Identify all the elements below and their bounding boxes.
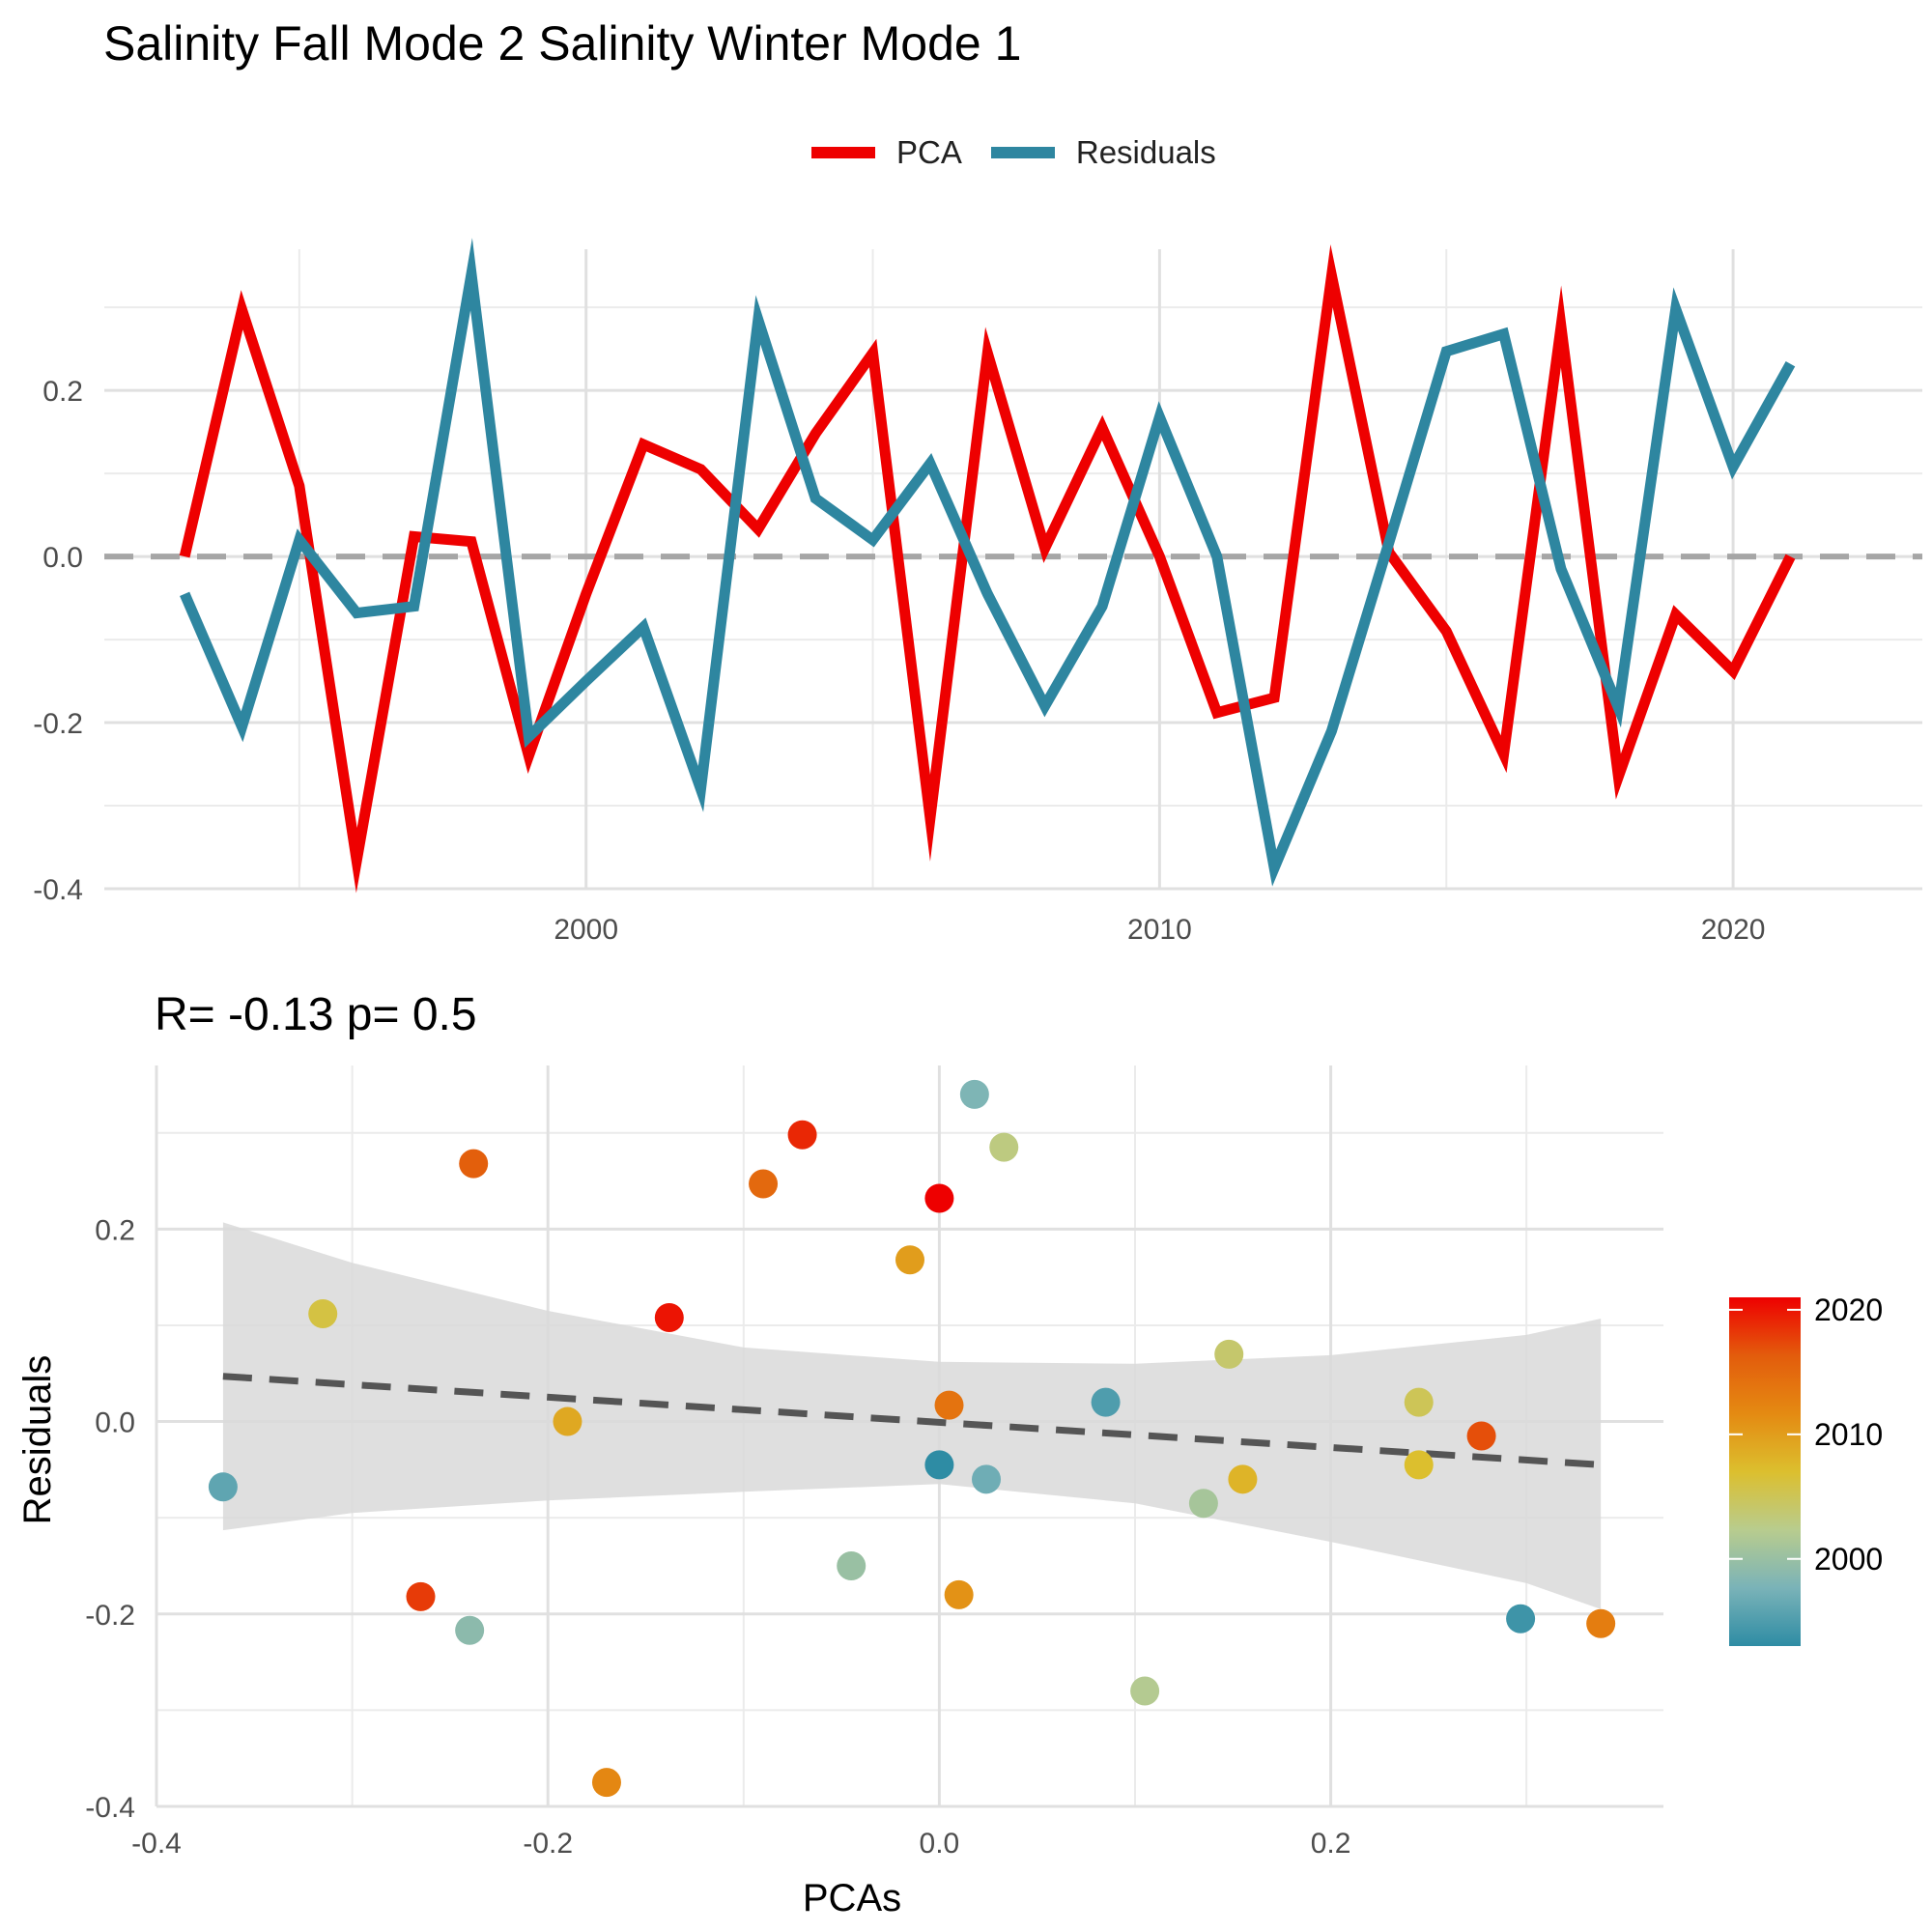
legend-item-residuals: Residuals	[990, 134, 1216, 171]
scatter-point	[1506, 1604, 1536, 1634]
legend: PCA Residuals	[811, 131, 1245, 174]
scatter-point	[1404, 1387, 1434, 1417]
year-colorbar: 2020 2010 2000	[1729, 1293, 1883, 1646]
scatter-point	[895, 1245, 924, 1275]
scatter-point	[972, 1464, 1002, 1494]
legend-swatch-pca	[811, 147, 875, 158]
x-tick-label: 2000	[554, 914, 618, 946]
confidence-band	[222, 1222, 1602, 1609]
colorbar-tick-label: 2010	[1814, 1417, 1883, 1452]
scatter-point	[924, 1183, 954, 1213]
y-tick-label: -0.2	[85, 1600, 135, 1632]
y-tick-label: 0.0	[43, 542, 83, 574]
scatter-point	[553, 1406, 582, 1436]
time-series-line-chart: 2000 2010 2020 -0.4 0.2 0.0 -0.2	[33, 238, 1922, 946]
scatter-point	[459, 1149, 489, 1179]
y-tick-label: -0.4	[85, 1792, 135, 1824]
x-tick-label: 0.2	[1311, 1828, 1351, 1860]
y-tick-label: 0.2	[95, 1214, 135, 1246]
scatter-plot: -0.4 -0.2 0.0 0.2 0.2 0.0 -0.2 -0.4 PCAs Residual…	[16, 1065, 1663, 1919]
chart-title: Salinity Fall Mode 2 Salinity Winter Mod…	[103, 16, 1022, 71]
scatter-point	[1130, 1676, 1160, 1706]
y-tick-label: 0.0	[95, 1407, 135, 1439]
scatter-point	[1188, 1489, 1218, 1519]
scatter-point	[1466, 1421, 1496, 1451]
scatter-point	[837, 1550, 867, 1580]
series-line-residuals	[180, 238, 1796, 887]
scatter-point	[455, 1615, 485, 1645]
scatter-point	[989, 1132, 1019, 1162]
scatter-point	[308, 1298, 338, 1328]
scatter-point	[1586, 1608, 1616, 1638]
scatter-point	[749, 1169, 779, 1199]
x-tick-label: -0.2	[523, 1828, 573, 1860]
scatter-point	[1091, 1387, 1121, 1417]
colorbar-tick-label: 2000	[1814, 1542, 1883, 1577]
x-tick-label: 2010	[1127, 914, 1192, 946]
x-axis-title: PCAs	[803, 1877, 901, 1919]
scatter-point	[924, 1450, 954, 1480]
scatter-point	[944, 1579, 974, 1609]
y-axis-title: Residuals	[16, 1355, 59, 1525]
scatter-point	[1404, 1450, 1434, 1480]
y-tick-label: -0.2	[33, 708, 83, 740]
scatter-point	[208, 1472, 238, 1502]
legend-swatch-residuals	[990, 147, 1055, 158]
x-tick-label: -0.4	[131, 1828, 182, 1860]
scatter-point	[591, 1768, 621, 1798]
scatter-point	[787, 1120, 817, 1150]
x-tick-label: 0.0	[920, 1828, 960, 1860]
legend-label-residuals: Residuals	[1075, 134, 1216, 170]
scatter-point	[934, 1390, 964, 1420]
legend-item-pca: PCA	[811, 134, 962, 171]
colorbar-tick-label: 2020	[1814, 1293, 1883, 1327]
correlation-stats-label: R= -0.13 p= 0.5	[155, 989, 477, 1040]
y-tick-label: -0.4	[33, 874, 83, 906]
scatter-point	[959, 1079, 989, 1109]
scatter-point	[1228, 1464, 1258, 1494]
series-line-pca	[179, 243, 1796, 894]
colorbar-gradient	[1729, 1297, 1801, 1646]
scatter-point	[1214, 1339, 1244, 1369]
scatter-point	[654, 1302, 684, 1332]
y-tick-label: 0.2	[43, 376, 83, 408]
legend-label-pca: PCA	[896, 134, 962, 170]
x-tick-label: 2020	[1701, 914, 1766, 946]
scatter-point	[406, 1581, 436, 1611]
